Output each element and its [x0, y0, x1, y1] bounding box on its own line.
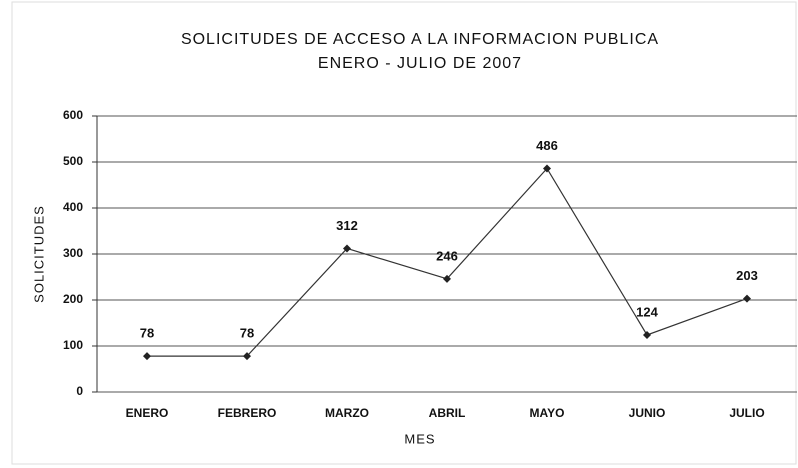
x-tick-label: FEBRERO [218, 406, 277, 420]
y-tick-label: 300 [63, 246, 83, 260]
x-tick-label: ABRIL [429, 406, 466, 420]
data-label: 246 [436, 248, 458, 263]
y-tick-label: 500 [63, 154, 83, 168]
data-label: 486 [536, 138, 558, 153]
chart-title: SOLICITUDES DE ACCESO A LA INFORMACION P… [181, 31, 659, 48]
marker [743, 294, 751, 303]
y-tick-label: 0 [76, 384, 83, 398]
marker [543, 164, 551, 173]
data-label: 78 [240, 326, 254, 341]
marker [243, 352, 251, 361]
y-tick-label: 400 [63, 200, 83, 214]
x-tick-label: JUNIO [629, 406, 666, 420]
marker [143, 352, 151, 361]
y-tick-label: 100 [63, 338, 83, 352]
marker [343, 244, 351, 253]
x-axis-title: MES [404, 431, 435, 446]
y-tick-label: 600 [63, 108, 83, 122]
chart-subtitle: ENERO - JULIO DE 2007 [318, 55, 522, 72]
chart-frame [11, 1, 797, 465]
x-tick-label: MARZO [325, 406, 369, 420]
data-label: 203 [736, 268, 758, 283]
data-label: 124 [636, 304, 658, 319]
x-tick-label: MAYO [530, 406, 565, 420]
x-tick-label: JULIO [729, 406, 764, 420]
marker [443, 274, 451, 283]
x-tick-label: ENERO [126, 406, 169, 420]
y-axis-title: SOLICITUDES [31, 205, 46, 303]
data-label: 78 [140, 326, 154, 341]
data-label: 312 [336, 218, 358, 233]
y-tick-label: 200 [63, 292, 83, 306]
marker [643, 330, 651, 339]
